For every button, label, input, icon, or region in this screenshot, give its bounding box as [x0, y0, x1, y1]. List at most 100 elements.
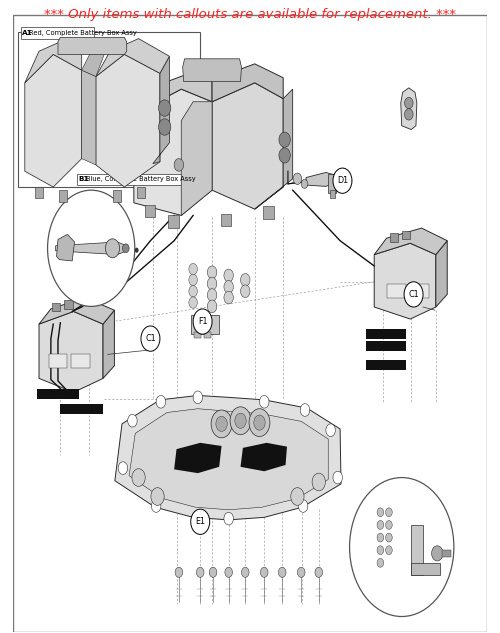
Text: A1: A1 [22, 30, 33, 35]
Bar [52, 303, 60, 311]
Circle shape [135, 248, 138, 253]
Bar [220, 213, 231, 226]
Circle shape [208, 277, 217, 290]
Bar [35, 187, 43, 198]
Bar [71, 354, 90, 368]
Text: Blue, Complete Battery Box Assy: Blue, Complete Battery Box Assy [86, 177, 196, 182]
Bar [20, 27, 94, 39]
Circle shape [190, 509, 210, 534]
Bar [168, 215, 179, 228]
Polygon shape [134, 89, 212, 215]
Circle shape [48, 190, 135, 306]
Polygon shape [56, 234, 74, 261]
Bar [114, 190, 121, 201]
Circle shape [224, 269, 234, 282]
Circle shape [128, 415, 137, 427]
Text: C1: C1 [145, 334, 156, 343]
Circle shape [404, 109, 413, 120]
Polygon shape [129, 409, 328, 510]
Text: F1: F1 [198, 317, 207, 326]
Bar [366, 360, 406, 370]
Circle shape [301, 179, 308, 188]
Circle shape [404, 97, 413, 109]
Polygon shape [212, 64, 283, 102]
Bar [264, 206, 274, 218]
Circle shape [386, 508, 392, 517]
Circle shape [132, 468, 145, 486]
Circle shape [211, 410, 232, 438]
Polygon shape [103, 310, 115, 379]
Circle shape [158, 119, 171, 135]
Circle shape [151, 487, 164, 505]
Circle shape [240, 285, 250, 298]
Circle shape [312, 473, 326, 491]
Circle shape [208, 266, 217, 279]
Circle shape [141, 326, 160, 351]
Polygon shape [182, 102, 212, 215]
Circle shape [156, 396, 166, 408]
Polygon shape [96, 39, 170, 77]
Circle shape [240, 273, 250, 286]
Circle shape [224, 512, 234, 525]
Polygon shape [212, 83, 283, 209]
Circle shape [224, 280, 234, 293]
Bar [190, 315, 219, 334]
Polygon shape [25, 54, 82, 187]
Circle shape [152, 499, 161, 512]
Bar [48, 354, 68, 368]
Circle shape [298, 499, 308, 512]
Bar [144, 204, 155, 217]
Circle shape [189, 274, 198, 285]
Bar [366, 341, 406, 351]
Polygon shape [240, 443, 287, 471]
Bar [411, 525, 423, 575]
Polygon shape [306, 173, 336, 186]
Circle shape [291, 487, 304, 505]
Circle shape [293, 173, 302, 184]
Circle shape [224, 291, 234, 304]
Polygon shape [174, 443, 222, 473]
Circle shape [377, 520, 384, 529]
Polygon shape [82, 70, 96, 165]
Circle shape [333, 168, 352, 193]
Polygon shape [82, 51, 106, 77]
Polygon shape [153, 56, 170, 164]
Polygon shape [39, 298, 115, 324]
Polygon shape [374, 243, 436, 319]
Polygon shape [58, 37, 126, 54]
Circle shape [118, 461, 128, 474]
Circle shape [208, 289, 217, 301]
Circle shape [235, 413, 246, 429]
Circle shape [350, 477, 454, 617]
Bar [194, 332, 201, 338]
Bar [328, 174, 336, 193]
Circle shape [254, 415, 265, 430]
Polygon shape [254, 89, 292, 209]
Text: B1: B1 [79, 177, 90, 182]
Bar [390, 233, 398, 242]
Circle shape [300, 404, 310, 417]
Polygon shape [96, 54, 160, 187]
Circle shape [298, 567, 305, 577]
Polygon shape [39, 311, 103, 392]
Text: Red, Complete Battery Box Assy: Red, Complete Battery Box Assy [29, 30, 137, 35]
Bar [204, 332, 210, 338]
Circle shape [208, 300, 217, 313]
Bar [402, 230, 410, 239]
Circle shape [189, 297, 198, 308]
Bar [410, 284, 429, 298]
Circle shape [189, 263, 198, 275]
Circle shape [377, 546, 384, 555]
Polygon shape [134, 70, 212, 115]
Circle shape [174, 159, 184, 172]
Polygon shape [374, 228, 447, 254]
Polygon shape [401, 88, 417, 130]
Circle shape [326, 424, 336, 437]
Polygon shape [25, 39, 82, 83]
Text: E1: E1 [195, 517, 205, 526]
Circle shape [386, 546, 392, 555]
Text: C1: C1 [408, 290, 419, 299]
Polygon shape [182, 59, 242, 82]
Circle shape [193, 391, 202, 404]
Circle shape [242, 567, 249, 577]
